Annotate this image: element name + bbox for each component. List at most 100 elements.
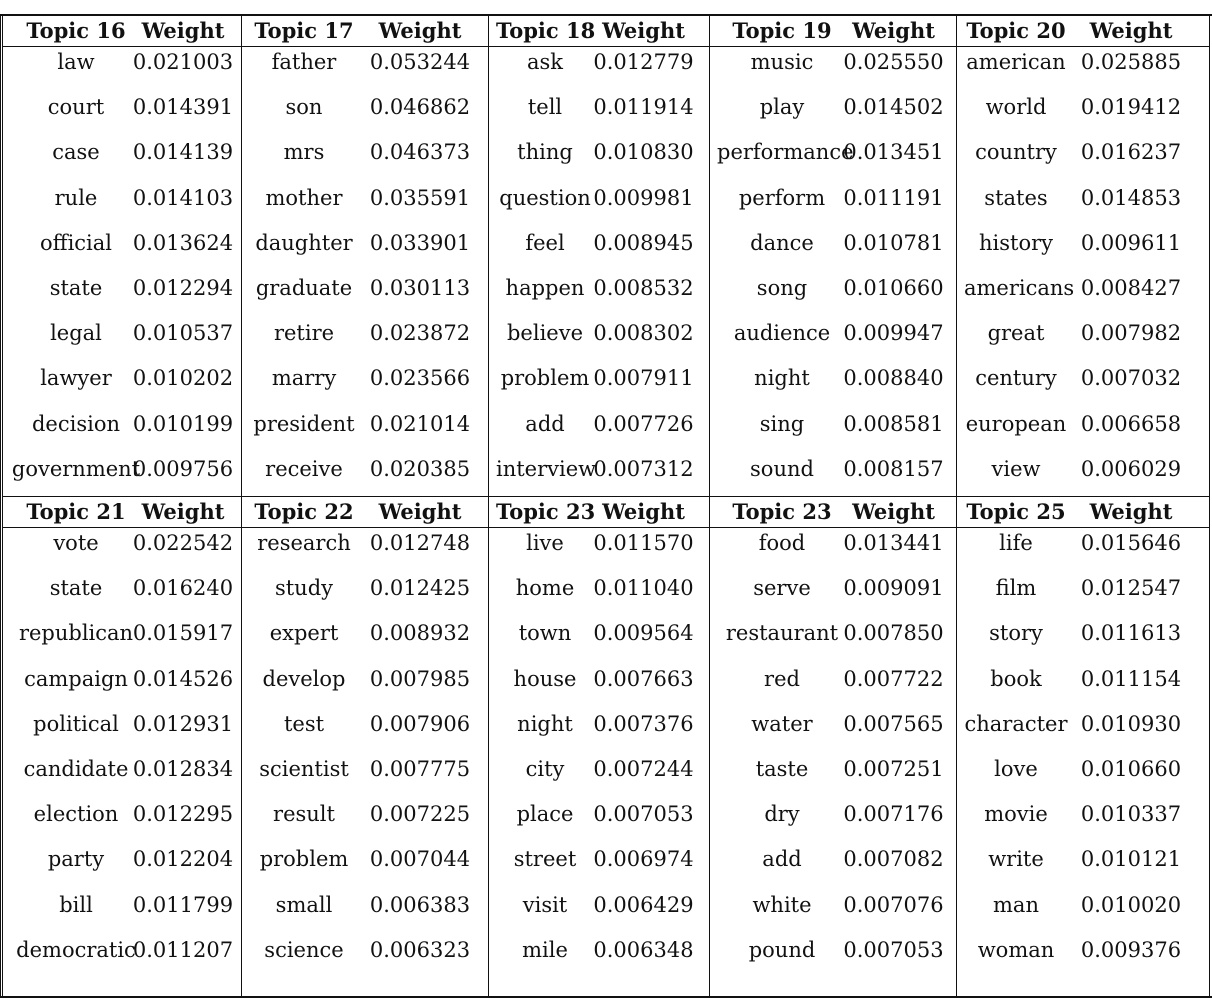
- weight-cell: 0.008532: [593, 276, 694, 300]
- term-cell: problem: [500, 366, 590, 391]
- group-divider: [241, 16, 242, 496]
- weight-cell: 0.016240: [132, 576, 234, 601]
- term-cell: daughter: [255, 230, 353, 255]
- weight-cell: 0.007225: [369, 802, 471, 827]
- weight-cell: 0.008302: [593, 321, 694, 346]
- weight-cell: 0.007032: [1080, 366, 1182, 391]
- term-cell: mrs: [283, 140, 325, 165]
- term-cell: election: [33, 802, 119, 827]
- term-cell: case: [52, 140, 100, 165]
- weight-cell: 0.007176: [843, 802, 944, 827]
- weight-cell: 0.012834: [132, 757, 234, 781]
- term-cell: state: [49, 276, 103, 300]
- weight-cell: 0.012547: [1080, 576, 1182, 601]
- weight-cell: 0.008157: [843, 456, 944, 481]
- term-cell: interview: [496, 456, 597, 481]
- term-cell: feel: [525, 230, 565, 255]
- term-cell: republican: [18, 621, 134, 646]
- weight-cell: 0.012748: [369, 531, 471, 555]
- weight-cell: 0.023872: [369, 321, 471, 346]
- weight-cell: 0.012931: [132, 711, 234, 736]
- term-cell: perform: [738, 185, 826, 210]
- weight-cell: 0.015917: [132, 621, 234, 646]
- term-cell: americans: [964, 276, 1075, 300]
- weight-cell: 0.019412: [1080, 95, 1182, 120]
- header-rule: [3, 46, 1210, 47]
- term-cell: problem: [259, 847, 349, 872]
- weight-cell: 0.006383: [369, 892, 471, 917]
- term-cell: vote: [53, 531, 99, 555]
- weight-cell: 0.013451: [843, 140, 944, 165]
- term-cell: sound: [750, 456, 814, 481]
- term-cell: party: [47, 847, 105, 872]
- weight-cell: 0.010202: [132, 366, 234, 391]
- weight-cell: 0.007076: [843, 892, 944, 917]
- weight-cell: 0.007244: [593, 757, 694, 781]
- term-cell: history: [978, 230, 1053, 255]
- weight-cell: 0.033901: [369, 230, 471, 255]
- weight-cell: 0.007565: [843, 711, 944, 736]
- weight-cell: 0.016237: [1080, 140, 1182, 165]
- topic-header: Topic 20: [966, 18, 1066, 43]
- right-border: [1209, 497, 1210, 996]
- weight-cell: 0.012294: [132, 276, 234, 300]
- term-cell: white: [752, 892, 812, 917]
- weight-cell: 0.007663: [593, 666, 694, 691]
- weight-cell: 0.010781: [843, 230, 944, 255]
- term-cell: state: [49, 576, 103, 601]
- term-cell: candidate: [23, 757, 129, 781]
- weight-cell: 0.009981: [593, 185, 694, 210]
- term-cell: tell: [527, 95, 563, 120]
- term-cell: restaurant: [725, 621, 839, 646]
- term-cell: serve: [753, 576, 811, 601]
- term-cell: sing: [759, 411, 805, 436]
- weight-header: Weight: [602, 18, 685, 43]
- weight-cell: 0.006348: [593, 937, 694, 962]
- weight-cell: 0.008581: [843, 411, 944, 436]
- term-cell: live: [526, 531, 564, 555]
- term-cell: campaign: [24, 666, 128, 691]
- term-cell: house: [513, 666, 577, 691]
- weight-cell: 0.007906: [369, 711, 471, 736]
- topic-header: Topic 25: [966, 499, 1066, 524]
- term-cell: add: [762, 847, 802, 872]
- term-cell: legal: [50, 321, 102, 346]
- header-rule: [3, 527, 1210, 528]
- term-cell: bill: [59, 892, 93, 917]
- weight-cell: 0.006429: [593, 892, 694, 917]
- weight-cell: 0.053244: [369, 50, 471, 74]
- weight-cell: 0.012425: [369, 576, 471, 601]
- weight-cell: 0.009611: [1080, 230, 1182, 255]
- block-separator: [3, 496, 1210, 497]
- weight-cell: 0.009564: [593, 621, 694, 646]
- term-cell: story: [989, 621, 1043, 646]
- term-cell: court: [47, 95, 105, 120]
- weight-cell: 0.009756: [132, 456, 234, 481]
- term-cell: write: [988, 847, 1044, 872]
- term-cell: research: [257, 531, 351, 555]
- weight-header: Weight: [141, 18, 225, 43]
- group-divider: [709, 497, 710, 996]
- weight-cell: 0.007985: [369, 666, 471, 691]
- weight-cell: 0.011207: [132, 937, 234, 962]
- term-cell: law: [57, 50, 95, 74]
- term-cell: performance: [717, 140, 854, 165]
- term-cell: political: [33, 711, 119, 736]
- term-cell: play: [759, 95, 805, 120]
- term-cell: love: [994, 757, 1038, 781]
- weight-cell: 0.007044: [369, 847, 471, 872]
- topic-block-upper: Topic 16 Weight law 0.021003 court 0.014391 ca…: [3, 16, 1210, 497]
- term-cell: movie: [984, 802, 1048, 827]
- term-cell: test: [283, 711, 325, 736]
- topic-header: Topic 21: [26, 499, 126, 524]
- term-cell: democratic: [16, 937, 136, 962]
- term-cell: town: [518, 621, 572, 646]
- term-cell: expert: [269, 621, 339, 646]
- term-cell: president: [253, 411, 355, 436]
- term-cell: european: [965, 411, 1067, 436]
- group-divider: [709, 16, 710, 496]
- weight-cell: 0.011799: [132, 892, 234, 917]
- topic-block-lower: Topic 21 Weight vote 0.022542 state 0.016240 r…: [3, 497, 1210, 996]
- term-cell: result: [273, 802, 335, 827]
- weight-cell: 0.014526: [132, 666, 234, 691]
